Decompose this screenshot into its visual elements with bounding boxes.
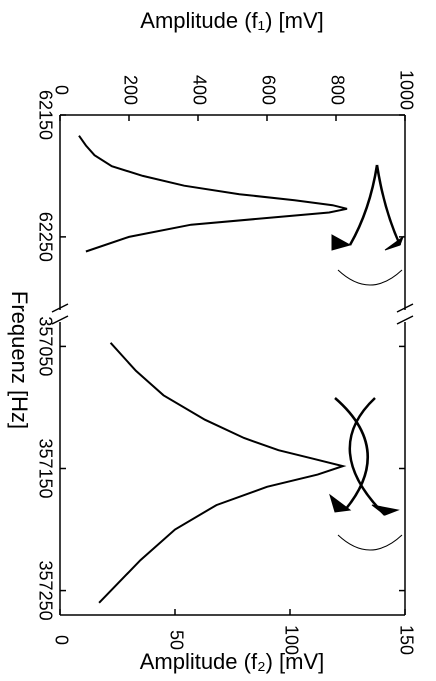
amplitude-tick-label: 1000 bbox=[396, 70, 416, 110]
amplitude-tick-label: 50 bbox=[166, 630, 186, 650]
frame bbox=[51, 114, 414, 616]
bottom-axis-title: Amplitude (f₂) [mV] bbox=[140, 649, 325, 674]
amplitude-tick-label: 800 bbox=[327, 75, 347, 105]
frequency-tick-label: 357050 bbox=[35, 316, 55, 376]
frequency-tick-label: 62250 bbox=[35, 212, 55, 262]
amplitude-tick-label: 150 bbox=[396, 625, 416, 655]
beam-icon bbox=[329, 164, 405, 551]
frequency-tick-label: 62150 bbox=[35, 90, 55, 140]
data-line bbox=[98, 342, 347, 604]
amplitude-tick-label: 100 bbox=[281, 625, 301, 655]
amplitude-tick-label: 600 bbox=[258, 75, 278, 105]
axis-break bbox=[51, 303, 414, 325]
amplitude-tick-label: 200 bbox=[120, 75, 140, 105]
data-line bbox=[78, 135, 348, 253]
frequency-tick-label: 357250 bbox=[35, 561, 55, 621]
amplitude-tick-label: 0 bbox=[51, 85, 71, 95]
frequency-axis-title: Frequenz [Hz] bbox=[7, 291, 32, 429]
frequency-tick-label: 357150 bbox=[35, 438, 55, 498]
amplitude-tick-label: 400 bbox=[189, 75, 209, 105]
top-axis-title: Amplitude (f₁) [mV] bbox=[140, 8, 323, 33]
amplitude-tick-label: 0 bbox=[51, 635, 71, 645]
